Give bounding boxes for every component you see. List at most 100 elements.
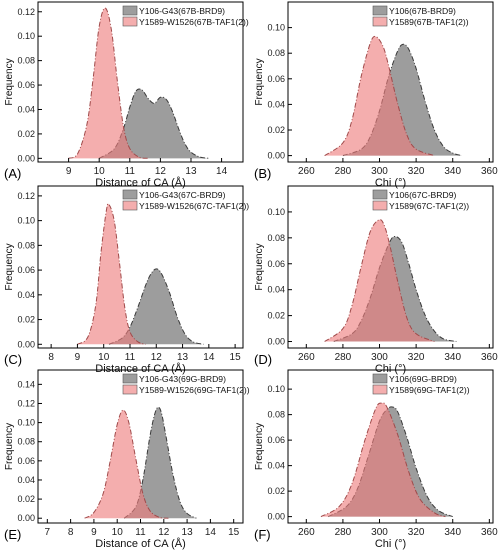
legend-swatch	[372, 373, 388, 384]
series-area-2	[324, 36, 435, 156]
series-line-2	[324, 219, 435, 342]
x-tick-label: 260	[298, 352, 315, 363]
legend: Y106(67C-BRD9)Y1589(67C-TAF1(2))	[372, 189, 469, 211]
y-tick-label: 0.14	[17, 379, 35, 389]
x-tick-label: 340	[444, 352, 461, 363]
x-tick-label: 280	[335, 166, 352, 177]
x-axis-label: Distance of CA (Å)	[95, 176, 185, 189]
y-tick-label: 0.12	[17, 398, 35, 408]
legend-label: Y106-G43(69G-BRD9)	[139, 374, 226, 384]
chart-panel-c: 8 9 10 11 12 13 14 15 0.00 0.02 0.04 0.06 0.08 0.10 0.…	[4, 185, 249, 375]
y-tick-label: 0.02	[17, 315, 35, 325]
y-tick-label: 0.00	[267, 151, 285, 161]
y-tick-label: 0.06	[17, 456, 35, 466]
y-tick-label: 0.08	[17, 437, 35, 447]
y-axis-label: Frequency	[4, 58, 15, 105]
series-area-1	[99, 89, 210, 159]
y-axis-label: Frequency	[4, 423, 15, 470]
x-axis-label: Distance of CA (Å)	[95, 362, 185, 375]
plot-frame	[287, 369, 494, 524]
x-tick-label: 13	[177, 352, 189, 363]
x-tick-label: 12	[155, 166, 167, 177]
chart-panel-d: 260 280 300 320 340 360 0.00 0.02 0.04 0.06 0.08 0.…	[254, 185, 498, 375]
plot-frame	[37, 1, 244, 163]
x-tick-label: 300	[371, 527, 388, 538]
x-tick-label: 9	[91, 527, 97, 538]
series-area-2	[324, 219, 435, 342]
legend-swatch	[372, 189, 388, 200]
y-tick-label: 0.04	[17, 475, 35, 485]
x-tick-label: 8	[48, 352, 54, 363]
x-tick-label: 320	[408, 527, 425, 538]
series-line-2	[84, 409, 169, 519]
legend-label: Y106(67B-BRD9)	[389, 6, 456, 16]
legend: Y106(69G-BRD9)Y1589(69G-TAF1(2))	[372, 373, 470, 395]
x-tick-label: 10	[112, 527, 124, 538]
x-tick-label: 300	[371, 166, 388, 177]
legend-swatch	[122, 189, 138, 200]
y-tick-label: 0.04	[267, 99, 285, 109]
y-tick-label: 0.00	[17, 339, 35, 349]
x-tick-label: 15	[228, 527, 240, 538]
chart-panel-f: 260 280 300 320 340 360 0.00 0.02 0.04 0.06 0.08 0.…	[254, 369, 498, 550]
series-line-1	[123, 406, 197, 519]
y-tick-label: 0.08	[17, 56, 35, 66]
x-tick-label: 15	[230, 352, 242, 363]
y-tick-label: 0.10	[267, 23, 285, 33]
y-tick-label: 0.10	[17, 31, 35, 41]
x-tick-label: 260	[298, 166, 315, 177]
y-tick-label: 0.02	[17, 129, 35, 139]
legend-label: Y106-G43(67B-BRD9)	[139, 6, 225, 16]
x-tick-label: 360	[481, 352, 498, 363]
legend-swatch	[122, 5, 138, 16]
x-tick-label: 260	[298, 527, 315, 538]
y-tick-label: 0.02	[17, 494, 35, 504]
x-tick-label: 13	[182, 527, 194, 538]
panel-label: (C)	[4, 352, 22, 367]
series-area-2	[68, 8, 149, 159]
y-tick-label: 0.00	[267, 337, 285, 347]
legend-label: Y1589(67B-TAF1(2))	[389, 17, 469, 27]
x-axis-label: Chi (°)	[375, 538, 406, 550]
series-line-2	[77, 203, 146, 345]
x-tick-label: 12	[158, 527, 170, 538]
y-axis-label: Frequency	[254, 423, 265, 470]
y-axis-label: Frequency	[254, 58, 265, 105]
legend-swatch	[372, 16, 388, 27]
y-tick-label: 0.00	[17, 513, 35, 523]
x-tick-label: 7	[45, 527, 51, 538]
series-area-1	[342, 44, 462, 156]
series-line-2	[320, 402, 446, 518]
x-tick-label: 320	[408, 166, 425, 177]
legend: Y106-G43(69G-BRD9)Y1589-W1526(69G-TAF1(2…	[122, 373, 250, 395]
panel-label: (A)	[4, 166, 21, 181]
y-tick-label: 0.06	[267, 435, 285, 445]
x-tick-label: 14	[203, 352, 215, 363]
legend-swatch	[372, 200, 388, 211]
series-area-1	[108, 268, 204, 345]
plot-frame	[37, 185, 244, 349]
x-tick-label: 280	[335, 527, 352, 538]
legend-swatch	[122, 384, 138, 395]
legend-label: Y106(67C-BRD9)	[389, 190, 456, 200]
legend-label: Y106-G43(67C-BRD9)	[139, 190, 226, 200]
series-area-2	[84, 410, 169, 519]
y-tick-label: 0.06	[267, 259, 285, 269]
y-tick-label: 0.06	[17, 265, 35, 275]
panel-label: (E)	[4, 527, 21, 542]
plot-frame	[287, 185, 494, 349]
y-tick-label: 0.02	[267, 486, 285, 496]
x-tick-label: 300	[371, 352, 388, 363]
x-axis-label: Distance of CA (Å)	[95, 537, 185, 550]
x-tick-label: 360	[481, 527, 498, 538]
x-tick-label: 10	[98, 352, 110, 363]
y-tick-label: 0.10	[267, 207, 285, 217]
x-tick-label: 14	[205, 527, 217, 538]
chart-panel-a: 9 10 11 12 13 14 0.00 0.02 0.04 0.06 0.08 0.10 0.12 D…	[4, 1, 249, 189]
series-area-2	[77, 203, 146, 345]
y-tick-label: 0.06	[267, 74, 285, 84]
chart-panel-b: 260 280 300 320 340 360 0.00 0.02 0.04 0.06 0.08 0.…	[254, 1, 498, 189]
legend-label: Y1589(67C-TAF1(2))	[389, 201, 469, 211]
x-tick-label: 11	[125, 352, 136, 363]
x-tick-label: 10	[94, 166, 106, 177]
